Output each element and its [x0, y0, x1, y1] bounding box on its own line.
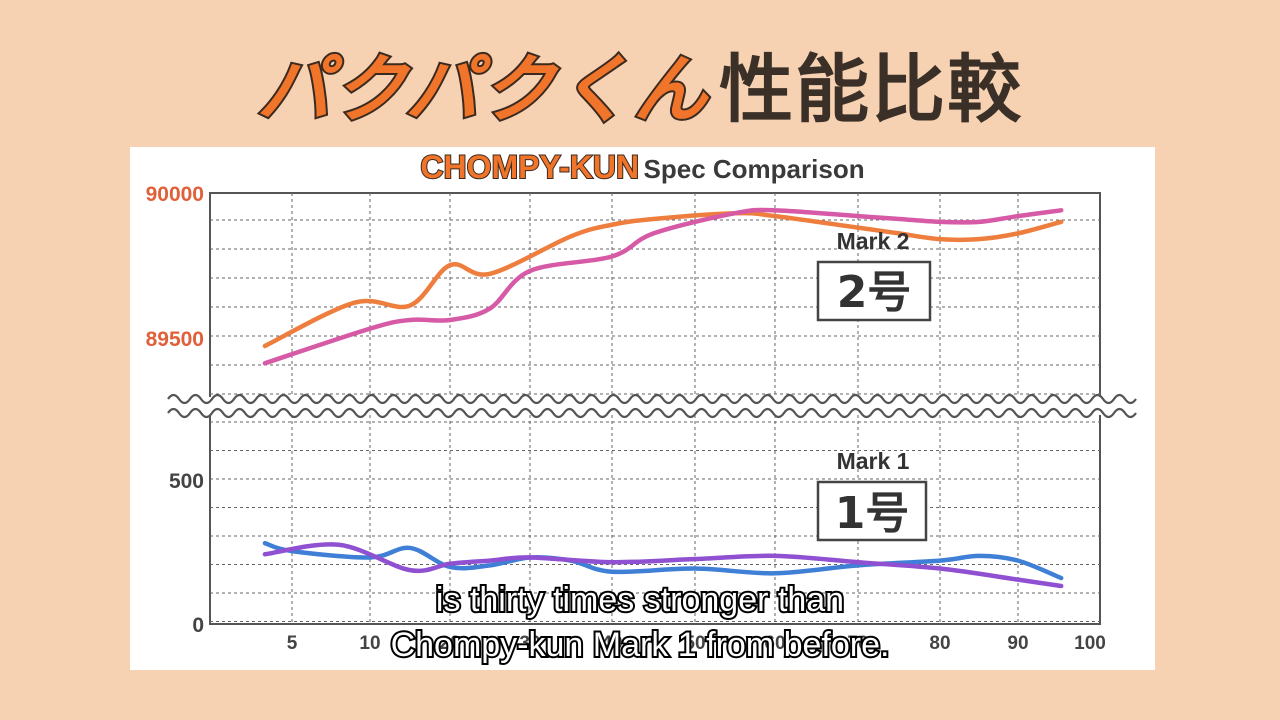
subtitle-line-1: is thirty times stronger than: [434, 579, 846, 621]
y-tick-label: 500: [169, 470, 204, 493]
x-tick-label: 70: [847, 633, 868, 654]
y-tick-label: 90000: [146, 183, 204, 206]
axis-break-wave-bottom: [167, 407, 1137, 419]
title-rest-japanese: 性能比較: [719, 47, 1024, 133]
x-tick-label: 90: [1007, 633, 1028, 654]
x-tick-label: 60: [764, 633, 785, 654]
chart-annotations: Mark 2 2号 Mark 1 1号: [816, 228, 932, 542]
x-tick-label: 10: [359, 633, 380, 654]
annotation-badge-box: [816, 260, 932, 322]
video-subtitles: is thirty times stronger than Chompy-kun…: [0, 578, 1280, 668]
x-tick-label: 20: [439, 633, 460, 654]
annotation-label: Mark 1: [837, 448, 910, 474]
x-tick-label: 40: [601, 633, 622, 654]
x-tick-label: 80: [929, 633, 950, 654]
y-tick-label: 89500: [146, 328, 204, 351]
x-tick-label: 100: [1074, 633, 1106, 654]
annotation-badge-box: [816, 480, 928, 542]
series-line-1: [262, 210, 1064, 349]
axis-break-wave-top: [167, 393, 1137, 405]
subtitle-line-2: Chompy-kun Mark 1 from before.: [389, 624, 892, 666]
chart-title-rest: Spec Comparison: [643, 154, 865, 184]
annotation-badge-text: 1号: [835, 488, 910, 539]
x-tick-label: 30: [519, 633, 540, 654]
series-line-2: [262, 207, 1064, 366]
axis-break: [167, 393, 1137, 419]
title-brand-japanese: パクパクくん: [255, 45, 710, 135]
x-tick-label: 50: [684, 633, 705, 654]
chart-lines: [262, 207, 1064, 589]
chart-title-brand: CHOMPY-KUN: [419, 149, 640, 185]
chart-title: CHOMPY-KUN Spec Comparison: [130, 149, 1155, 191]
y-tick-label: 0: [192, 614, 204, 637]
annotation-label: Mark 2: [837, 228, 910, 254]
series-line-4: [262, 542, 1064, 589]
series-line-3: [262, 540, 1064, 581]
annotation-badge-text: 2号: [837, 267, 912, 318]
chart-axes: 90000 89500 500 0 5 10 20 30 40 50 60 70 80 90 100: [146, 183, 1106, 654]
page-title-japanese: パクパクくん 性能比較: [0, 42, 1280, 138]
x-tick-label: 5: [287, 633, 298, 654]
